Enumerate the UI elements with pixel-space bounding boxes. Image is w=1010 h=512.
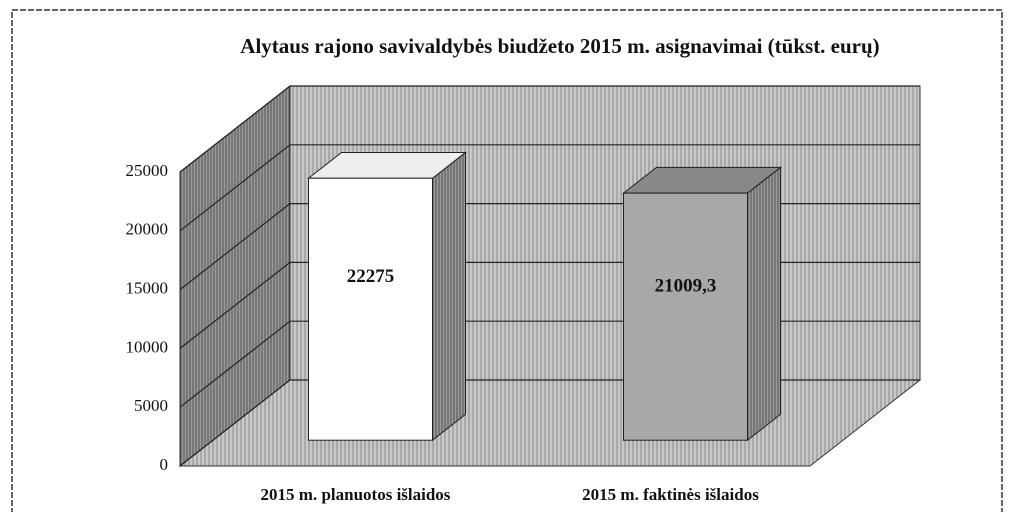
chart-border	[11, 9, 1003, 512]
bar-side	[432, 151, 466, 442]
grid-line	[179, 85, 920, 173]
value-label: 21009,3	[655, 275, 717, 296]
x-tick-label: 2015 m. planuotos išlaidos	[261, 485, 451, 504]
y-tick-label: 0	[160, 455, 169, 474]
bar	[623, 192, 748, 441]
y-tick-label: 5000	[134, 396, 168, 415]
y-tick-label: 10000	[126, 337, 169, 356]
floor	[178, 379, 922, 467]
y-tick-label: 25000	[126, 161, 169, 180]
y-tick-label: 20000	[126, 220, 169, 239]
grid-line	[179, 144, 920, 232]
bar-side	[747, 166, 781, 442]
value-label: 22275	[347, 266, 395, 287]
chart-title: Alytaus rajono savivaldybės biudžeto 201…	[240, 34, 879, 58]
bar	[308, 177, 433, 441]
y-tick-label: 15000	[126, 279, 169, 298]
x-tick-label: 2015 m. faktinės išlaidos	[582, 485, 759, 504]
